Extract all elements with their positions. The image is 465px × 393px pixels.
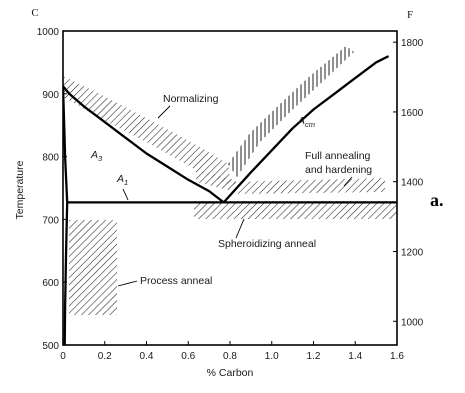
normalizing-region-upper — [228, 46, 354, 177]
spheroidizing-leader — [235, 218, 245, 239]
acm-label-main: A — [297, 115, 305, 127]
full-annealing-leader — [343, 176, 353, 187]
right-tick-label: 1400 — [401, 178, 424, 189]
a1-label-main: A — [116, 173, 124, 185]
curve-a3 — [63, 85, 225, 204]
a1-label: A1 — [116, 173, 128, 187]
normalizing-region — [63, 76, 231, 186]
y-tick-label: 900 — [42, 90, 59, 101]
y-tick-label: 500 — [42, 341, 59, 352]
process-anneal-leader — [117, 280, 138, 287]
x-tick-label: 0.6 — [181, 351, 195, 362]
x-tick-label: 0.8 — [223, 351, 237, 362]
right-tick-label: 1800 — [401, 38, 424, 49]
x-tick-label: 1.2 — [307, 351, 321, 362]
full-annealing-region — [232, 178, 385, 194]
y-tick-label: 800 — [42, 153, 59, 164]
right-tick-label: 1200 — [401, 247, 424, 258]
x-tick-label: 0.2 — [98, 351, 112, 362]
spheroidizing-region — [194, 201, 397, 219]
right-tick-label: 1000 — [401, 317, 424, 328]
a3-label: A3 — [90, 149, 103, 163]
a1-label-sub: 1 — [124, 178, 128, 187]
process-anneal-label: Process anneal — [140, 275, 212, 287]
spheroidizing-label: Spheroidizing anneal — [218, 238, 316, 250]
curve-acm — [222, 55, 390, 204]
process-anneal-region — [69, 220, 117, 315]
a1-leader — [122, 188, 129, 201]
normalizing-label: Normalizing — [163, 93, 219, 105]
x-tick-label: 0 — [60, 351, 66, 362]
acm-label: Acm — [297, 115, 315, 129]
y-tick-label: 1000 — [37, 27, 60, 38]
a3-label-main: A — [90, 149, 98, 161]
x-axis-title: % Carbon — [207, 367, 254, 379]
panel-letter: a. — [430, 190, 444, 210]
y-tick-label: 600 — [42, 278, 59, 289]
x-tick-label: 1.4 — [348, 351, 362, 362]
curve-alpha — [63, 86, 69, 203]
y-axis-title: Temperature — [14, 160, 26, 219]
acm-label-sub: cm — [305, 120, 315, 129]
x-tick-label: 0.4 — [140, 351, 154, 362]
left-unit-label: C — [31, 7, 38, 19]
x-tick-label: 1.6 — [390, 351, 404, 362]
right-tick-label: 1600 — [401, 108, 424, 119]
full-annealing-label-line1: Full annealing — [305, 150, 371, 162]
y-tick-label: 700 — [42, 215, 59, 226]
a3-label-sub: 3 — [98, 154, 103, 163]
right-unit-label: F — [407, 9, 413, 21]
normalizing-leader — [157, 105, 171, 119]
full-annealing-label-line2: and hardening — [305, 164, 372, 176]
x-tick-label: 1.0 — [265, 351, 279, 362]
curve-solvus — [63, 202, 69, 345]
normalizing-upper-hatch — [196, 170, 236, 192]
